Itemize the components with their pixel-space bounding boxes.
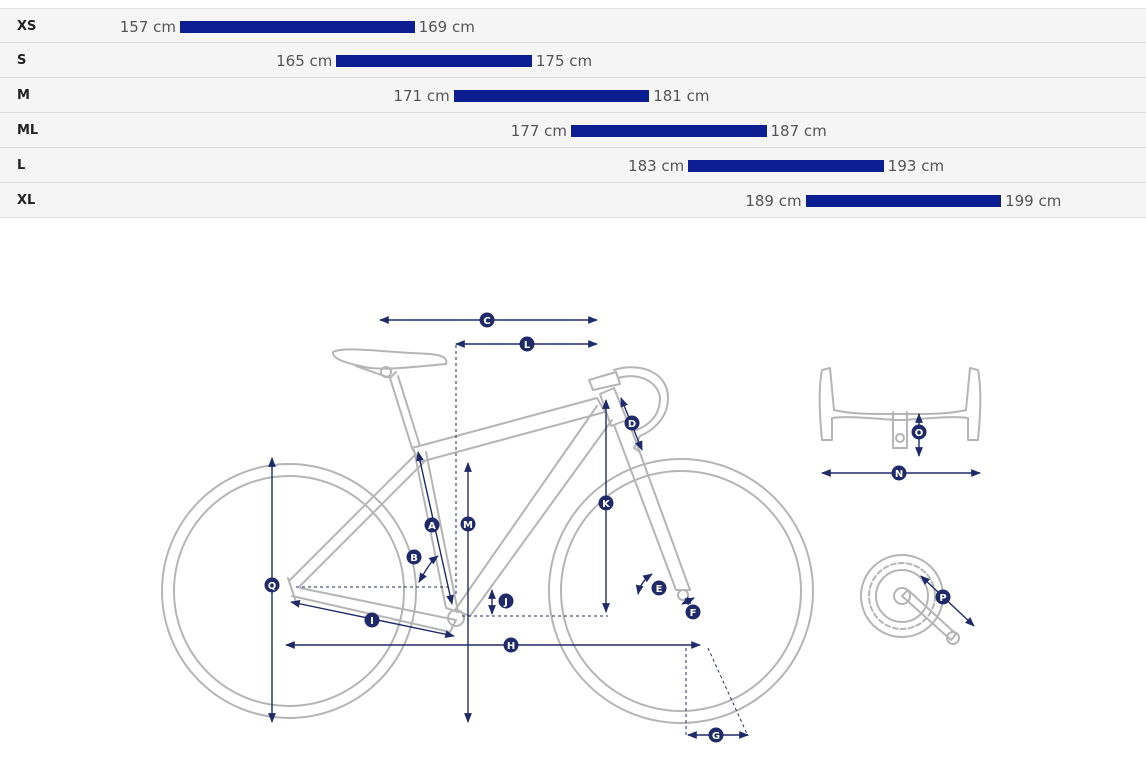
size-name: XL	[17, 193, 36, 208]
marker-label: I	[370, 616, 374, 627]
marker-j: J	[498, 593, 514, 609]
marker-i: I	[364, 612, 380, 628]
height-max-label: 199 cm	[1005, 192, 1062, 210]
height-range-bar	[180, 21, 415, 33]
front-wheel-outer	[548, 458, 814, 724]
marker-n: N	[891, 465, 907, 481]
marker-a: A	[424, 517, 440, 533]
height-max-label: 175 cm	[535, 52, 593, 70]
marker-c: C	[479, 312, 495, 328]
size-row-ml: ML 177 cm 187 cm	[0, 113, 1146, 148]
marker-label: A	[428, 521, 436, 532]
height-max-label: 193 cm	[887, 157, 945, 175]
marker-e: E	[651, 580, 667, 596]
height-min-label: 183 cm	[628, 157, 685, 175]
measurement-markers: A B C D E F G H I J K L M N O P Q	[264, 312, 951, 743]
marker-label: N	[895, 469, 903, 480]
front-wheel-inner	[560, 470, 802, 712]
height-min-label: 157 cm	[119, 18, 176, 36]
bike-frame-drawing	[161, 348, 982, 724]
marker-h: H	[503, 637, 519, 653]
height-range-bar	[688, 160, 884, 172]
height-range-bar	[336, 55, 532, 67]
height-max-label: 181 cm	[653, 87, 710, 105]
size-row-m: M 171 cm 181 cm	[0, 78, 1146, 113]
marker-label: P	[939, 593, 946, 604]
rear-wheel-inner	[173, 475, 405, 707]
height-min-label: 177 cm	[510, 122, 567, 140]
size-name: L	[17, 158, 26, 173]
height-max-label: 187 cm	[770, 122, 827, 140]
marker-label: B	[410, 553, 418, 564]
height-min-label: 165 cm	[276, 52, 333, 70]
marker-l: L	[519, 336, 535, 352]
marker-label: G	[712, 731, 720, 742]
marker-m: M	[460, 516, 476, 532]
marker-label: F	[690, 608, 697, 619]
rear-wheel-outer	[161, 463, 417, 719]
marker-o: O	[911, 424, 927, 440]
height-min-label: 171 cm	[393, 87, 450, 105]
height-min-label: 189 cm	[745, 192, 802, 210]
marker-label: K	[602, 499, 611, 510]
height-max-label: 169 cm	[418, 18, 475, 36]
marker-p: P	[935, 589, 951, 605]
marker-d: D	[624, 415, 640, 431]
height-range-bar	[805, 195, 1002, 207]
size-name: XS	[17, 19, 37, 34]
marker-k: K	[598, 495, 614, 511]
size-chart: XS 157 cm 169 cm S 165 cm 175 cm M 171 c…	[0, 8, 1146, 218]
marker-f: F	[685, 604, 701, 620]
size-row-xs: XS 157 cm 169 cm	[0, 8, 1146, 43]
marker-label: O	[915, 428, 924, 439]
marker-label: C	[483, 316, 490, 327]
size-row-xl: XL 189 cm 199 cm	[0, 183, 1146, 218]
marker-label: H	[507, 641, 515, 652]
size-name: S	[17, 53, 27, 68]
marker-label: L	[524, 340, 531, 351]
marker-label: D	[628, 419, 636, 430]
marker-label: J	[503, 597, 508, 608]
marker-label: E	[656, 584, 663, 595]
marker-g: G	[708, 727, 724, 743]
arrow-b	[418, 555, 439, 583]
marker-label: M	[463, 520, 473, 531]
height-range-bar	[571, 125, 767, 137]
arrow-f	[681, 596, 695, 606]
size-name: ML	[17, 123, 39, 138]
size-row-l: L 183 cm 193 cm	[0, 148, 1146, 183]
size-row-s: S 165 cm 175 cm	[0, 43, 1146, 78]
marker-label: Q	[268, 581, 277, 592]
size-name: M	[17, 88, 30, 103]
marker-q: Q	[264, 577, 280, 593]
height-range-bar	[453, 90, 650, 102]
marker-b: B	[406, 549, 422, 565]
arrow-e	[635, 573, 653, 595]
measurement-arrows	[268, 316, 981, 739]
